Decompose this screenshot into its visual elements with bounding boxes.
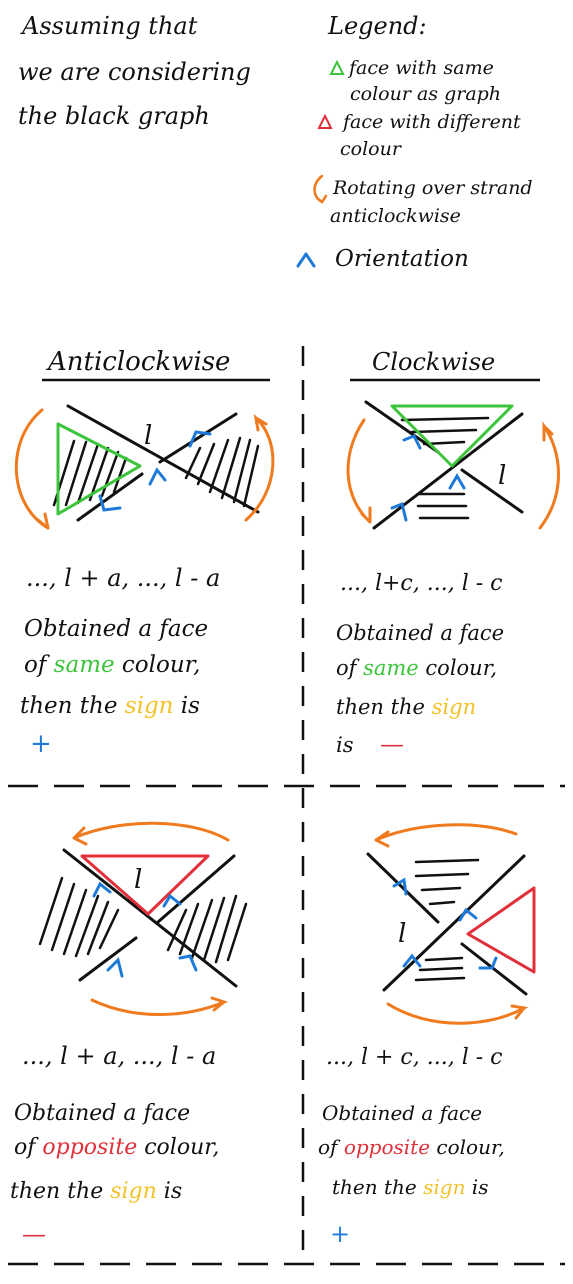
legend-same-line-2: colour as graph xyxy=(350,83,501,105)
face-label: l xyxy=(144,421,152,451)
legend-rotate-line-1: Rotating over strand xyxy=(332,177,533,199)
rotation-arrow xyxy=(72,821,230,846)
blue-orientation-icon xyxy=(296,252,316,268)
hatched-region-bottom xyxy=(414,956,466,982)
hatched-region-top xyxy=(414,858,480,906)
explanation-line-1: Obtained a face xyxy=(336,621,504,645)
explanation-line-3: then the sign is xyxy=(20,693,200,719)
explanation-line-2: of opposite colour, xyxy=(14,1135,219,1160)
opposite-colour-face-triangle xyxy=(466,886,536,974)
orientation-marks xyxy=(98,430,212,512)
hatched-region-bottom xyxy=(416,492,470,520)
explanation-line-2: of same colour, xyxy=(24,652,200,678)
rotation-arrow xyxy=(374,823,518,848)
under-strand-segment xyxy=(78,936,138,982)
green-triangle-icon xyxy=(329,59,345,75)
sign-result: — xyxy=(22,1220,46,1248)
hatched-region-left xyxy=(38,876,120,958)
legend-same-line-1: face with same xyxy=(347,57,494,79)
under-strand-segment xyxy=(76,472,144,522)
explanation-line-2: of same colour, xyxy=(336,656,497,680)
orientation-marks xyxy=(92,881,198,978)
legend: Legend: face with same colour as graph f… xyxy=(296,12,533,272)
orange-rotation-icon xyxy=(313,174,328,204)
red-triangle-icon xyxy=(317,113,333,129)
explanation-line-1: Obtained a face xyxy=(24,616,208,642)
sign-result: + xyxy=(330,1220,350,1248)
sign-result: — xyxy=(380,730,404,758)
intro-note: Assuming that we are considering the bla… xyxy=(18,12,251,130)
explanation-line-1: Obtained a face xyxy=(14,1101,190,1126)
legend-title: Legend: xyxy=(327,12,427,40)
same-colour-face-triangle xyxy=(56,422,142,516)
opposite-colour-face-triangle xyxy=(80,854,210,916)
explanation-line-1: Obtained a face xyxy=(322,1101,482,1125)
sequence-text: ..., l + c, ..., l - c xyxy=(326,1045,502,1070)
sign-result: + xyxy=(30,729,52,759)
over-strand xyxy=(62,848,238,988)
explanation-text: Obtained a face of opposite colour, then… xyxy=(10,1101,219,1204)
hatched-region-right xyxy=(166,894,248,964)
rotation-arrow xyxy=(538,421,560,530)
orientation-marks xyxy=(392,877,498,970)
column-titles: Anticlockwise Clockwise xyxy=(42,347,540,382)
intro-line-3: the black graph xyxy=(18,102,210,130)
rotation-arrow xyxy=(244,413,275,522)
hatched-region-left xyxy=(52,439,128,507)
same-colour-face-triangle xyxy=(390,404,514,468)
under-strand-segment xyxy=(366,852,440,924)
panel-bottom-right: l ..., l + c, ..., l - c Obtained a face… xyxy=(318,823,536,1248)
under-strand-segment xyxy=(156,854,236,924)
sequence-text: ..., l + a, ..., l - a xyxy=(26,564,220,592)
explanation-text: Obtained a face of same colour, then the… xyxy=(336,621,504,757)
panel-top-left: l ..., l + a, ..., l - a Obtained a face… xyxy=(14,404,275,759)
legend-rotate-line-2: anticlockwise xyxy=(330,205,461,227)
explanation-text: Obtained a face of same colour, then the… xyxy=(20,616,208,719)
legend-diff-line-2: colour xyxy=(340,138,403,160)
explanation-line-3: then the sign is xyxy=(10,1179,182,1204)
explanation-line-3: then the sign xyxy=(336,695,476,719)
crossing-diagram-top-right xyxy=(346,400,560,530)
rotation-arrow xyxy=(386,1002,529,1025)
explanation-text: Obtained a face of opposite colour, then… xyxy=(318,1101,505,1199)
under-strand-segment xyxy=(460,942,528,996)
sequence-text: ..., l+c, ..., l - c xyxy=(340,571,503,596)
face-label: l xyxy=(498,461,506,491)
sequence-text: ..., l + a, ..., l - a xyxy=(22,1042,216,1070)
under-strand-segment xyxy=(158,412,238,464)
crossing-diagram-bottom-left xyxy=(38,821,248,1016)
rotation-arrow xyxy=(90,996,229,1016)
panel-top-right: l ..., l+c, ..., l - c Obtained a face o… xyxy=(336,400,560,758)
rotation-arrow xyxy=(346,418,372,524)
intro-line-2: we are considering xyxy=(18,58,251,86)
intro-line-1: Assuming that xyxy=(20,12,198,40)
face-label: l xyxy=(398,919,406,949)
legend-orientation: Orientation xyxy=(335,246,469,272)
anticlockwise-title: Anticlockwise xyxy=(46,347,230,377)
face-label: l xyxy=(134,865,142,895)
explanation-line-3: then the sign is xyxy=(332,1175,488,1199)
over-strand xyxy=(372,412,524,530)
over-strand xyxy=(382,854,526,992)
crossing-diagram-top-left xyxy=(14,404,275,530)
rotation-arrow xyxy=(14,408,50,530)
legend-diff-line-1: face with different xyxy=(341,111,521,133)
crossing-diagram-bottom-right xyxy=(366,823,536,1025)
under-strand-segment xyxy=(460,468,524,514)
orientation-marks xyxy=(390,434,466,522)
explanation-line-4: is xyxy=(336,733,354,757)
explanation-line-2: of opposite colour, xyxy=(318,1135,505,1159)
panel-bottom-left: l ..., l + a, ..., l - a Obtained a face… xyxy=(10,821,248,1248)
hatched-region-right xyxy=(184,436,260,508)
clockwise-title: Clockwise xyxy=(372,348,495,376)
